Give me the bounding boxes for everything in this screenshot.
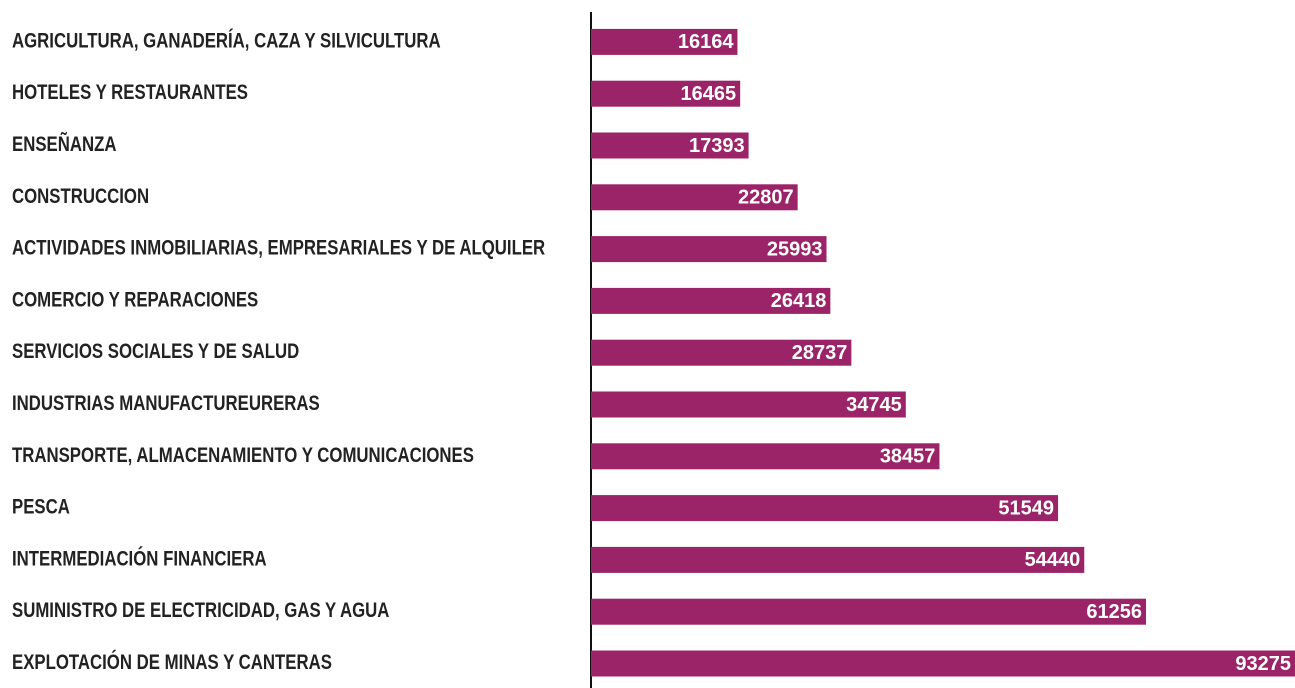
category-label: ENSEÑANZA [12, 132, 117, 156]
value-label: 16164 [678, 31, 734, 53]
value-label: 16465 [681, 83, 737, 105]
category-labels: AGRICULTURA, GANADERÍA, CAZA Y SILVICULT… [12, 29, 545, 675]
category-label: AGRICULTURA, GANADERÍA, CAZA Y SILVICULT… [12, 29, 441, 53]
bar [591, 339, 852, 366]
bar [591, 28, 738, 55]
category-label: SERVICIOS SOCIALES Y DE SALUD [12, 341, 299, 364]
bar [591, 598, 1147, 625]
value-label: 26418 [771, 290, 827, 312]
bar [591, 391, 906, 418]
bar [591, 80, 741, 107]
value-label: 34745 [846, 394, 902, 416]
value-label: 17393 [689, 135, 745, 157]
value-label: 25993 [767, 238, 823, 260]
bar [591, 236, 827, 263]
value-label: 61256 [1086, 601, 1142, 623]
bar [591, 443, 940, 470]
category-label: TRANSPORTE, ALMACENAMIENTO Y COMUNICACIO… [12, 444, 474, 467]
category-label: INTERMEDIACIÓN FINANCIERA [12, 547, 267, 571]
value-label: 54440 [1025, 549, 1081, 571]
value-label: 51549 [998, 497, 1054, 519]
category-label: SUMINISTRO DE ELECTRICIDAD, GAS Y AGUA [12, 600, 390, 623]
category-label: INDUSTRIAS MANUFACTUREURERAS [12, 392, 320, 415]
value-label: 28737 [792, 342, 848, 364]
bar [591, 184, 798, 211]
value-label: 93275 [1235, 653, 1291, 675]
category-label: EXPLOTACIÓN DE MINAS Y CANTERAS [12, 650, 332, 674]
bar [591, 287, 831, 314]
bar [591, 546, 1085, 573]
value-label: 22807 [738, 187, 794, 209]
category-label: ACTIVIDADES INMOBILIARIAS, EMPRESARIALES… [12, 237, 545, 260]
bar [591, 495, 1059, 522]
bar [591, 132, 749, 159]
category-label: PESCA [12, 496, 70, 519]
category-label: CONSTRUCCION [12, 185, 149, 208]
value-label: 38457 [880, 446, 936, 468]
category-label: COMERCIO Y REPARACIONES [12, 289, 258, 312]
category-label: HOTELES Y RESTAURANTES [12, 82, 248, 105]
bar [591, 650, 1295, 677]
